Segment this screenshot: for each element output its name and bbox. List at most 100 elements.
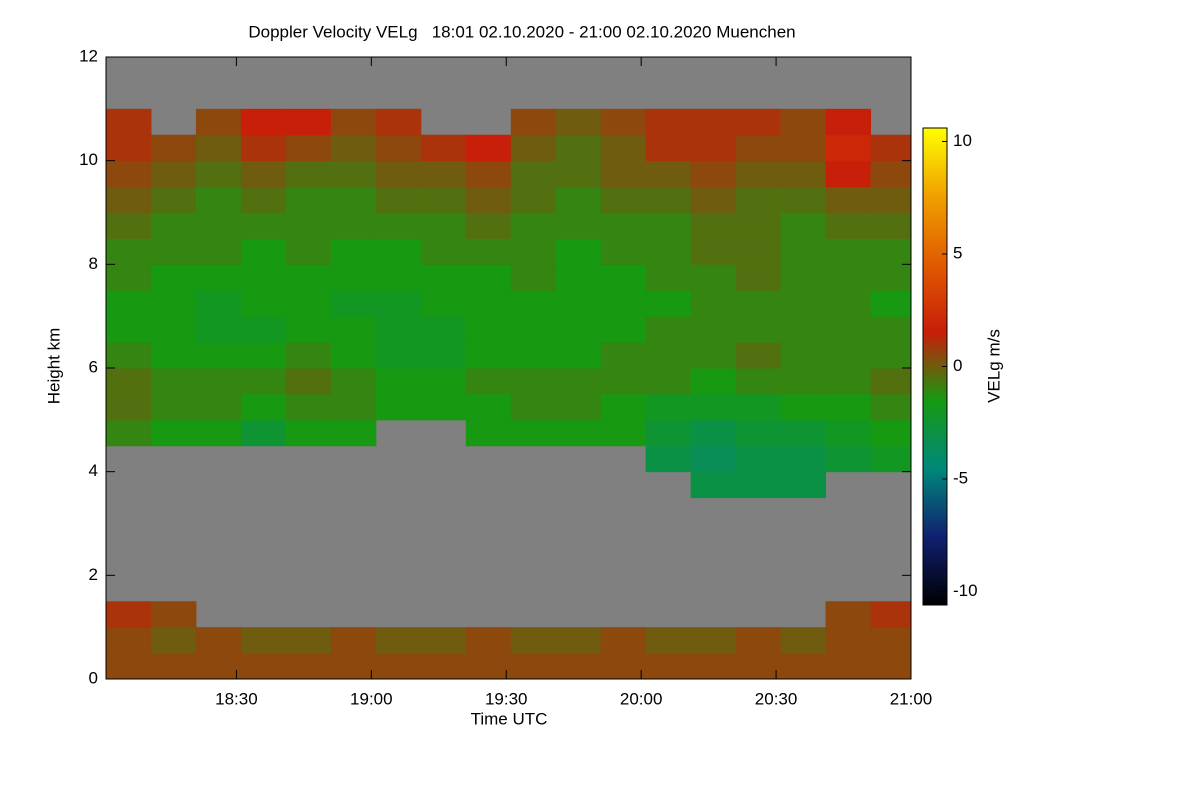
cell xyxy=(150,627,197,654)
colorbar-tick-label: -5 xyxy=(953,468,968,487)
cell xyxy=(780,653,827,680)
cell xyxy=(106,134,152,162)
cell xyxy=(240,212,287,239)
cell xyxy=(645,653,692,680)
cell xyxy=(600,160,647,188)
cell xyxy=(780,186,827,213)
cell xyxy=(510,160,557,188)
cell xyxy=(510,316,557,343)
cell xyxy=(825,212,872,239)
cell xyxy=(690,393,737,421)
cell xyxy=(240,160,287,188)
cell xyxy=(690,290,737,317)
cell xyxy=(375,264,422,291)
cell xyxy=(240,238,287,265)
y-axis-label: Height km xyxy=(44,328,63,405)
cell xyxy=(825,186,872,213)
cell xyxy=(330,108,377,136)
cell xyxy=(690,160,737,188)
cell xyxy=(375,316,422,343)
cell xyxy=(825,238,872,265)
cell xyxy=(690,212,737,239)
y-tick-label: 0 xyxy=(89,668,98,687)
cell xyxy=(106,238,152,265)
cell xyxy=(510,108,557,136)
cell xyxy=(780,627,827,654)
cell xyxy=(780,419,827,447)
cell xyxy=(510,264,557,291)
cell xyxy=(870,264,912,291)
cell xyxy=(735,186,782,213)
cell xyxy=(195,316,242,343)
cell xyxy=(735,368,782,395)
cell xyxy=(420,212,467,239)
cell xyxy=(465,393,512,421)
cell xyxy=(600,186,647,213)
cell xyxy=(555,368,602,395)
x-tick-label: 18:30 xyxy=(215,689,258,708)
cell xyxy=(645,134,692,162)
cell xyxy=(555,342,602,369)
cell xyxy=(106,627,152,654)
cell xyxy=(195,264,242,291)
cell xyxy=(150,393,197,421)
cell xyxy=(555,264,602,291)
cell xyxy=(555,212,602,239)
cell xyxy=(735,342,782,369)
cell xyxy=(240,342,287,369)
cell xyxy=(420,627,467,654)
cell xyxy=(195,186,242,213)
cell xyxy=(106,290,152,317)
cell xyxy=(420,393,467,421)
cell xyxy=(150,601,197,628)
cell xyxy=(600,316,647,343)
cell xyxy=(285,627,332,654)
cell xyxy=(600,342,647,369)
cell xyxy=(195,653,242,680)
cell xyxy=(600,368,647,395)
cell xyxy=(375,134,422,162)
cell xyxy=(465,264,512,291)
cell xyxy=(375,627,422,654)
y-tick-label: 6 xyxy=(89,357,98,376)
cell xyxy=(825,627,872,654)
cell xyxy=(465,134,512,162)
cell xyxy=(600,212,647,239)
cell xyxy=(825,108,872,136)
cell xyxy=(106,108,152,136)
cell xyxy=(330,160,377,188)
cell xyxy=(690,368,737,395)
cell xyxy=(735,419,782,447)
cell xyxy=(420,160,467,188)
cell xyxy=(106,160,152,188)
cell xyxy=(330,653,377,680)
cell xyxy=(780,342,827,369)
cell xyxy=(825,160,872,188)
cell xyxy=(690,419,737,447)
cell xyxy=(150,290,197,317)
cell xyxy=(510,134,557,162)
cell xyxy=(600,134,647,162)
cell xyxy=(555,108,602,136)
cell xyxy=(330,316,377,343)
x-tick-label: 21:00 xyxy=(890,689,933,708)
cell xyxy=(600,653,647,680)
cell xyxy=(690,471,737,499)
cell xyxy=(285,108,332,136)
cell xyxy=(735,238,782,265)
cell xyxy=(780,160,827,188)
cell xyxy=(555,186,602,213)
cell xyxy=(645,368,692,395)
cell xyxy=(780,212,827,239)
cell xyxy=(555,134,602,162)
chart-title: Doppler Velocity VELg 18:01 02.10.2020 -… xyxy=(248,22,795,41)
cell xyxy=(240,368,287,395)
cell xyxy=(240,393,287,421)
cell xyxy=(465,238,512,265)
cell xyxy=(780,445,827,473)
cell xyxy=(375,160,422,188)
cell xyxy=(420,290,467,317)
cell xyxy=(600,419,647,447)
y-tick-label: 4 xyxy=(89,461,98,480)
cell xyxy=(555,316,602,343)
